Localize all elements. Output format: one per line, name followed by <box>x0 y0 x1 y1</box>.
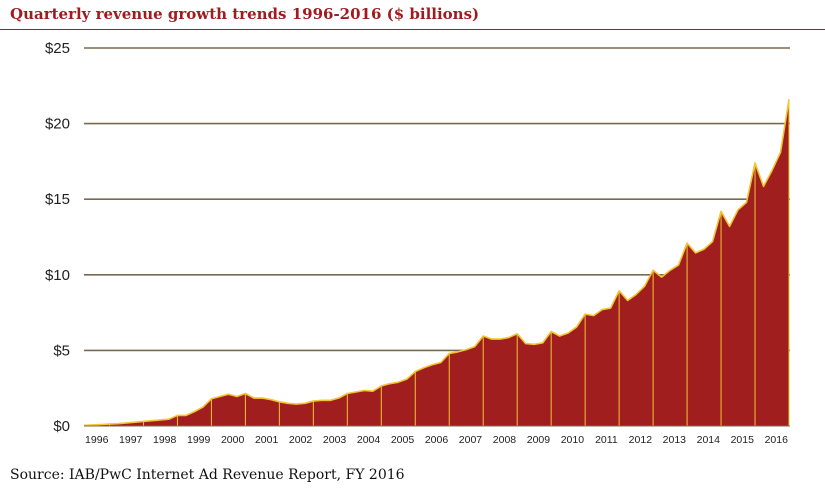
x-tick-label: 2000 <box>221 434 245 446</box>
y-tick-label: $15 <box>45 191 70 208</box>
x-tick-label: 2002 <box>289 434 313 446</box>
x-tick-label: 2009 <box>527 434 551 446</box>
x-tick-label: 2012 <box>629 434 653 446</box>
x-tick-label: 2014 <box>697 434 721 446</box>
x-tick-label: 2011 <box>595 434 618 446</box>
chart-title: Quarterly revenue growth trends 1996-201… <box>10 5 480 23</box>
x-tick-label: 2016 <box>765 434 789 446</box>
x-tick-label: 2003 <box>323 434 347 446</box>
x-tick-label: 1997 <box>119 434 143 446</box>
x-axis-labels: 1996 1997 1998 1999 2000 2001 2002 2003 2004 2005… <box>85 434 788 446</box>
x-tick-label: 2005 <box>391 434 415 446</box>
x-tick-label: 2004 <box>357 434 381 446</box>
x-tick-label: 2013 <box>663 434 687 446</box>
x-tick-label: 2010 <box>561 434 585 446</box>
x-tick-label: 2001 <box>255 434 279 446</box>
source-note: Source: IAB/PwC Internet Ad Revenue Repo… <box>10 467 405 483</box>
x-tick-label: 2007 <box>459 434 483 446</box>
y-tick-label: $5 <box>53 342 70 359</box>
x-tick-label: 1996 <box>85 434 109 446</box>
area-fill <box>84 99 789 426</box>
revenue-area <box>83 99 790 427</box>
y-tick-label: $20 <box>45 116 70 133</box>
x-tick-label: 1998 <box>153 434 177 446</box>
y-tick-label: $25 <box>45 40 70 57</box>
area-outline <box>83 99 790 427</box>
y-axis-labels: $0 $5 $10 $15 $20 $25 <box>45 40 70 435</box>
x-tick-label: 2015 <box>731 434 755 446</box>
x-tick-label: 2006 <box>425 434 449 446</box>
y-tick-label: $10 <box>45 267 70 284</box>
title-divider <box>0 29 825 30</box>
x-tick-label: 1999 <box>187 434 211 446</box>
area-chart: $0 $5 $10 $15 $20 $25 1996 1997 1998 1999 2000 200… <box>45 40 790 446</box>
x-tick-label: 2008 <box>493 434 517 446</box>
y-tick-label: $0 <box>53 418 70 435</box>
